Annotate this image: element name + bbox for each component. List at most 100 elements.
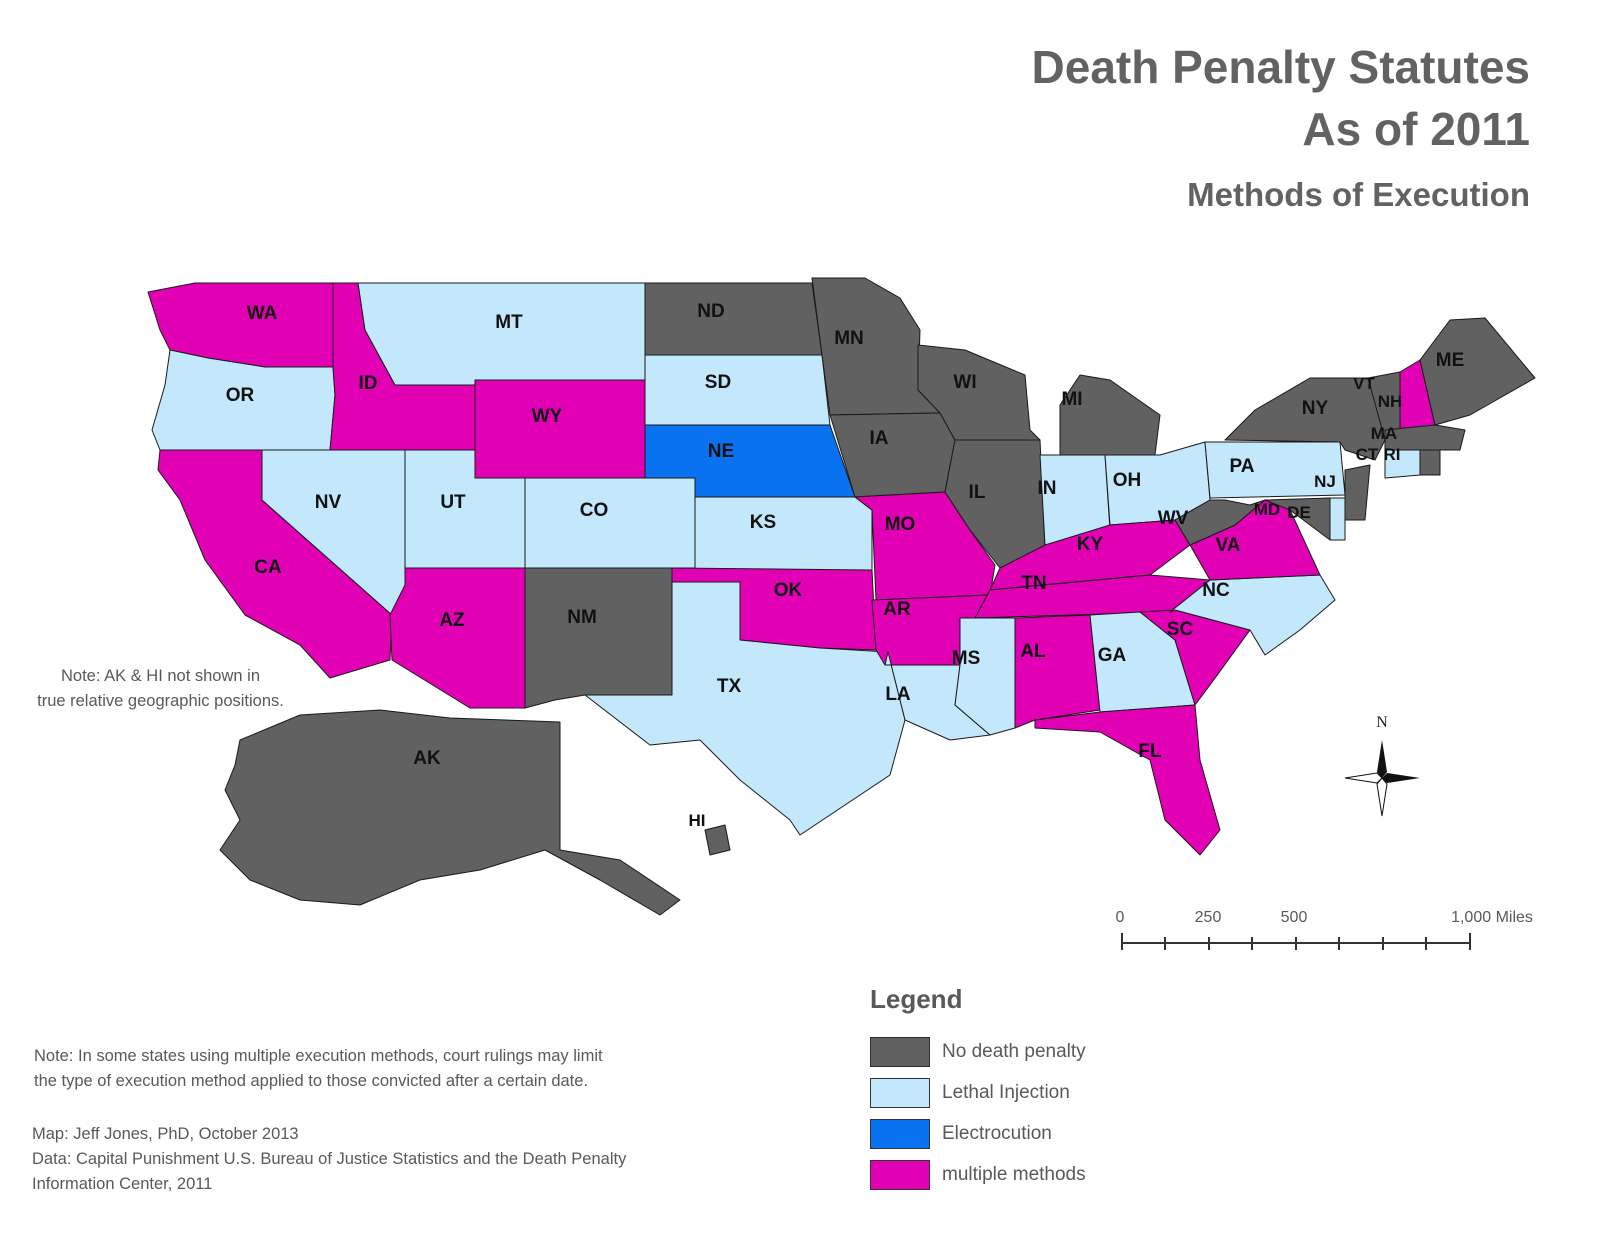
north-label: N (1376, 714, 1388, 731)
state-label-SD: SD (705, 372, 731, 393)
state-label-PA: PA (1230, 456, 1255, 477)
state-label-WY: WY (532, 406, 563, 427)
state-label-NM: NM (567, 607, 597, 628)
state-label-AL: AL (1020, 641, 1046, 662)
state-label-NY: NY (1302, 398, 1329, 419)
state-label-WV: WV (1158, 508, 1189, 529)
state-label-IN: IN (1038, 478, 1057, 499)
state-label-CA: CA (254, 557, 282, 578)
state-label-TX: TX (717, 676, 742, 697)
scale-label-0: 0 (1116, 909, 1125, 926)
note-methods-line1: Note: In some states using multiple exec… (34, 1047, 603, 1065)
state-NM (524, 567, 673, 709)
state-label-MN: MN (834, 328, 864, 349)
state-label-AK: AK (413, 748, 441, 769)
credit-data-line1: Data: Capital Punishment U.S. Bureau of … (32, 1150, 627, 1168)
state-label-SC: SC (1167, 619, 1194, 640)
state-MI (1059, 374, 1161, 456)
state-WV (1174, 499, 1266, 546)
state-label-KY: KY (1077, 534, 1104, 555)
state-label-NJ: NJ (1314, 472, 1336, 491)
legend-item-none: No death penalty (870, 1031, 1086, 1072)
state-label-OR: OR (226, 385, 255, 406)
state-label-NC: NC (1202, 580, 1230, 601)
map-title-year: As of 2011 (1302, 103, 1530, 155)
state-KS (694, 496, 873, 571)
credit-data-line2: Information Center, 2011 (32, 1175, 213, 1193)
legend-label-electrocution: Electrocution (942, 1122, 1052, 1144)
state-ND (644, 282, 823, 356)
state-WY (474, 379, 646, 479)
state-label-MO: MO (885, 514, 916, 535)
map-title: Death Penalty Statutes (1031, 41, 1530, 93)
state-label-TN: TN (1021, 573, 1046, 594)
note-ak-hi-line1: Note: AK & HI not shown in (60, 667, 261, 685)
state-AK (219, 709, 681, 916)
state-label-DE: DE (1287, 503, 1311, 522)
scale-bar: 0 250 500 1,000 Miles (1116, 909, 1533, 950)
legend-label-lethal: Lethal Injection (942, 1081, 1070, 1103)
state-MD (1264, 497, 1331, 541)
state-ME (1419, 317, 1536, 426)
legend-swatch-multiple (870, 1159, 930, 1190)
state-CO (524, 477, 696, 569)
note-multiple-methods: Note: In some states using multiple exec… (34, 1044, 754, 1094)
state-FL (1034, 704, 1221, 856)
state-label-ND: ND (697, 301, 724, 322)
state-label-ID: ID (359, 373, 378, 394)
legend-item-electrocution: Electrocution (870, 1113, 1086, 1154)
state-NJ (1344, 464, 1371, 521)
state-label-IL: IL (969, 482, 986, 503)
state-label-CT: CT (1356, 445, 1379, 464)
legend-item-multiple: multiple methods (870, 1154, 1086, 1195)
state-label-MI: MI (1061, 389, 1082, 410)
state-SD (644, 354, 831, 426)
state-label-MA: MA (1371, 424, 1397, 443)
state-label-AR: AR (883, 599, 911, 620)
legend-label-multiple: multiple methods (942, 1163, 1086, 1185)
north-arrow-icon: N (1344, 714, 1420, 817)
state-label-GA: GA (1098, 645, 1127, 666)
state-label-NV: NV (315, 492, 342, 513)
state-label-WI: WI (953, 372, 976, 393)
legend-label-none: No death penalty (942, 1040, 1086, 1062)
legend: Legend No death penalty Lethal Injection… (870, 984, 1086, 1195)
state-AL (1014, 614, 1101, 729)
scale-label-250: 250 (1195, 909, 1222, 926)
map-subtitle: Methods of Execution (1187, 176, 1530, 213)
credit-map: Map: Jeff Jones, PhD, October 2013 (32, 1125, 299, 1143)
state-label-VA: VA (1216, 535, 1241, 556)
state-label-HI: HI (689, 811, 706, 830)
state-label-NE: NE (708, 441, 734, 462)
state-label-CO: CO (580, 500, 609, 521)
state-label-VT: VT (1353, 374, 1375, 393)
note-ak-hi: Note: AK & HI not shown in true relative… (18, 664, 303, 714)
state-label-KS: KS (750, 512, 776, 533)
scale-label-500: 500 (1281, 909, 1308, 926)
state-label-FL: FL (1138, 741, 1162, 762)
state-RI (1419, 449, 1441, 476)
scale-label-1000: 1,000 Miles (1451, 909, 1533, 926)
state-label-RI: RI (1384, 445, 1401, 464)
state-DE (1329, 497, 1346, 541)
state-label-IA: IA (870, 428, 889, 449)
legend-item-lethal: Lethal Injection (870, 1072, 1086, 1113)
state-HI (704, 824, 731, 856)
state-MA (1384, 424, 1466, 451)
state-label-NH: NH (1378, 392, 1403, 411)
legend-swatch-lethal (870, 1077, 930, 1108)
state-label-MT: MT (495, 312, 523, 333)
state-AZ (389, 567, 526, 709)
credits: Map: Jeff Jones, PhD, October 2013 Data:… (32, 1122, 752, 1197)
state-MT (357, 282, 646, 386)
state-label-MD: MD (1254, 500, 1280, 519)
note-methods-line2: the type of execution method applied to … (34, 1072, 589, 1090)
state-label-AZ: AZ (439, 610, 465, 631)
state-label-LA: LA (885, 684, 911, 705)
legend-swatch-none (870, 1036, 930, 1067)
state-label-ME: ME (1436, 350, 1465, 371)
state-label-OK: OK (774, 580, 803, 601)
state-label-MS: MS (952, 648, 981, 669)
state-label-WA: WA (247, 303, 278, 324)
